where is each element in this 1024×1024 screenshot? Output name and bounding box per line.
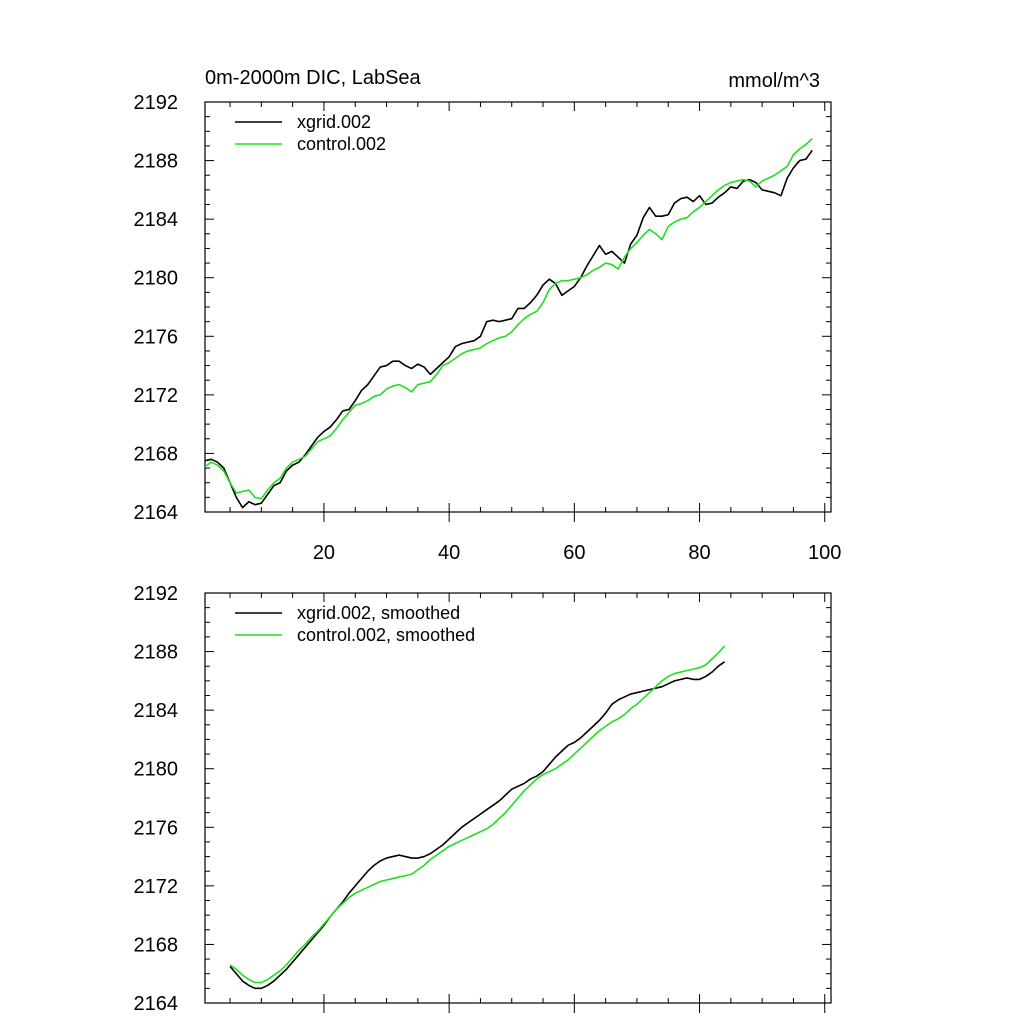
y-tick-label: 2188 bbox=[134, 642, 179, 664]
y-tick-label: 2164 bbox=[134, 993, 179, 1015]
y-tick-label: 2172 bbox=[134, 385, 179, 407]
legend-label-control-smoothed: control.002, smoothed bbox=[297, 625, 475, 645]
x-tick-label: 80 bbox=[688, 542, 710, 564]
axis-ticks bbox=[205, 592, 831, 1013]
series-line-control-002 bbox=[204, 138, 813, 500]
axis-ticks bbox=[205, 101, 831, 522]
x-tick-label: 40 bbox=[438, 542, 460, 564]
legend-label-xgrid-smoothed: xgrid.002, smoothed bbox=[297, 603, 460, 623]
y-tick-labels: 2164 2168 2172 2176 2180 2184 2188 2192 bbox=[134, 92, 179, 524]
series-line-xgrid-002 bbox=[204, 149, 813, 509]
series-lines bbox=[229, 645, 726, 990]
y-tick-label: 2184 bbox=[134, 209, 179, 231]
legend-label-xgrid: xgrid.002 bbox=[297, 112, 371, 132]
x-tick-labels: 20 40 60 80 100 bbox=[313, 542, 842, 564]
top-panel: 0m-2000m DIC, LabSea mmol/m^3 2164216821… bbox=[134, 67, 842, 564]
series-line-control-002-smoothed bbox=[229, 645, 726, 984]
x-tick-label: 60 bbox=[563, 542, 585, 564]
y-tick-label: 2164 bbox=[134, 502, 179, 524]
y-tick-label: 2176 bbox=[134, 817, 179, 839]
y-tick-label: 2180 bbox=[134, 268, 179, 290]
legend-label-control: control.002 bbox=[297, 134, 386, 154]
series-lines bbox=[204, 138, 813, 509]
y-tick-label: 2180 bbox=[134, 759, 179, 781]
y-tick-label: 2168 bbox=[134, 934, 179, 956]
y-tick-label: 2192 bbox=[134, 583, 179, 605]
legend: xgrid.002, smoothed control.002, smoothe… bbox=[235, 603, 475, 645]
units-label: mmol/m^3 bbox=[728, 70, 820, 92]
y-tick-label: 2172 bbox=[134, 876, 179, 898]
series-line-xgrid-002-smoothed bbox=[229, 661, 726, 990]
y-tick-label: 2188 bbox=[134, 151, 179, 173]
x-tick-label: 20 bbox=[313, 542, 335, 564]
y-tick-label: 2192 bbox=[134, 92, 179, 114]
y-tick-label: 2176 bbox=[134, 326, 179, 348]
y-tick-label: 2184 bbox=[134, 700, 179, 722]
y-tick-labels: 2164 2168 2172 2176 2180 2184 2188 2192 bbox=[134, 583, 179, 1015]
chart-title: 0m-2000m DIC, LabSea bbox=[205, 67, 422, 89]
x-tick-label: 100 bbox=[808, 542, 841, 564]
legend: xgrid.002 control.002 bbox=[235, 112, 386, 154]
bottom-panel: 2164 2168 2172 2176 2180 2184 2188 2192 xgrid.0… bbox=[134, 583, 832, 1015]
y-tick-label: 2168 bbox=[134, 443, 179, 465]
